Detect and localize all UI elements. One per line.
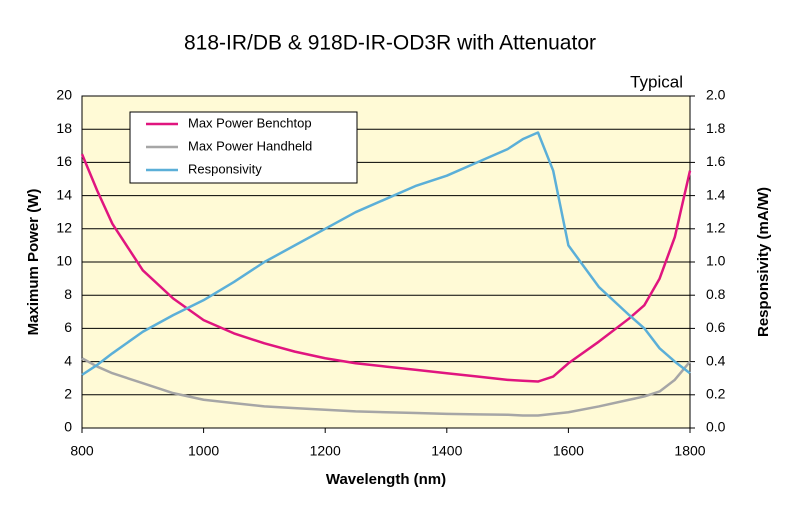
y-tick-label: 20	[56, 87, 72, 103]
annotation: Typical	[630, 72, 683, 91]
y2-tick-label: 0.6	[706, 319, 726, 335]
legend-label: Max Power Handheld	[188, 138, 312, 153]
y2-tick-label: 0.4	[706, 352, 726, 368]
legend-label: Max Power Benchtop	[188, 115, 312, 130]
y2-tick-label: 0.0	[706, 419, 726, 435]
y2-tick-label: 1.8	[706, 120, 726, 136]
y-axis-label: Maximum Power (W)	[25, 189, 42, 336]
y2-tick-label: 2.0	[706, 87, 726, 103]
y2-tick-label: 1.0	[706, 253, 726, 269]
x-tick-label: 1000	[188, 443, 219, 459]
y2-tick-label: 0.8	[706, 286, 726, 302]
y2-tick-label: 1.4	[706, 186, 726, 202]
series-line	[80, 153, 692, 383]
legend-label: Responsivity	[188, 161, 262, 176]
y-tick-label: 16	[56, 153, 72, 169]
y2-tick-label: 0.2	[706, 386, 726, 402]
x-tick-label: 1600	[553, 443, 584, 459]
x-axis-label: Wavelength (nm)	[326, 471, 446, 488]
x-tick-label: 800	[70, 443, 94, 459]
x-tick-label: 1800	[674, 443, 705, 459]
series-line	[81, 357, 691, 417]
y-tick-label: 10	[56, 253, 72, 269]
y-tick-label: 4	[64, 352, 72, 368]
x-tick-label: 1400	[431, 443, 462, 459]
y-tick-label: 18	[56, 120, 72, 136]
y2-tick-label: 1.2	[706, 220, 726, 236]
y2-tick-label: 1.6	[706, 153, 726, 169]
y-tick-label: 14	[56, 186, 72, 202]
y-tick-label: 0	[64, 419, 72, 435]
y-tick-label: 8	[64, 286, 72, 302]
series-line	[81, 131, 691, 376]
y2-axis-label: Responsivity (mA/W)	[755, 187, 772, 337]
y-tick-label: 12	[56, 220, 72, 236]
y-tick-label: 2	[64, 386, 72, 402]
y-tick-label: 6	[64, 319, 72, 335]
chart-title: 818-IR/DB & 918D-IR-OD3R with Attenuator	[184, 32, 596, 55]
x-tick-label: 1200	[310, 443, 341, 459]
